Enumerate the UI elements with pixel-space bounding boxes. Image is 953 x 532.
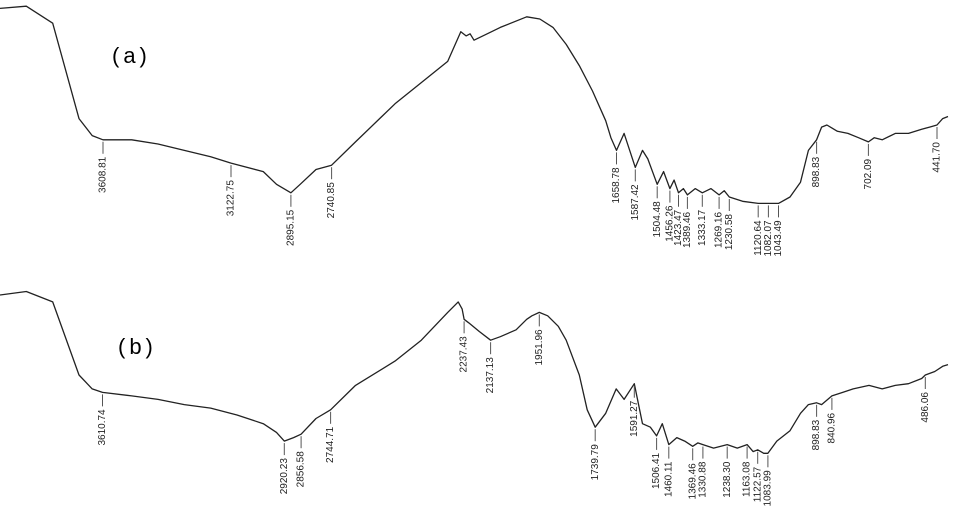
peak-label: 1739.79: [590, 444, 601, 481]
peak-label: 1369.46: [687, 463, 698, 500]
peak-label: 1330.88: [698, 461, 709, 498]
panel-label-a: (a): [112, 43, 151, 68]
peak-label: 1082.07: [763, 220, 774, 257]
peak-label: 1658.78: [611, 167, 622, 204]
peak-label: 2920.23: [279, 458, 290, 495]
peak-label: 1456.26: [665, 205, 676, 242]
peak-label: 1504.48: [652, 201, 663, 238]
peak-label: 840.96: [827, 412, 838, 443]
spectrum-panel-b: (b) 3610.74 2920.23 2856.58 2744.71 2237.43 2…: [0, 290, 949, 507]
peak-label: 2744.71: [325, 426, 336, 463]
peak-label: 3610.74: [97, 409, 108, 446]
peak-label: 1389.46: [682, 211, 693, 248]
peak-label: 3122.75: [226, 180, 237, 217]
peak-label: 1951.96: [534, 329, 545, 366]
spectrum-trace-b: [0, 290, 949, 454]
spectrum-panel-a: (a) 3608.81 3122.75 2895.15 2740.85 1658.78 1…: [0, 5, 949, 257]
peak-label: 898.83: [811, 156, 822, 187]
peak-label: 2237.43: [459, 336, 470, 373]
peak-label: 1423.47: [673, 209, 684, 246]
peak-label: 1083.99: [763, 470, 774, 507]
peak-label: 2740.85: [326, 182, 337, 219]
peak-label: 3608.81: [98, 156, 109, 193]
peak-label: 1230.58: [724, 214, 735, 251]
peak-label: 1120.64: [753, 220, 764, 256]
peak-label: 1122.57: [752, 466, 763, 502]
peak-label: 898.83: [811, 419, 822, 450]
peak-label: 1269.16: [714, 211, 725, 248]
peak-label: 2137.13: [485, 357, 496, 394]
peak-label: 1506.41: [651, 452, 662, 489]
peak-label: 1591.27: [629, 400, 640, 437]
peak-label: 2895.15: [286, 209, 297, 246]
peak-label: 1587.42: [630, 184, 641, 221]
peak-label: 2856.58: [296, 451, 307, 488]
peak-label: 1333.17: [697, 209, 708, 246]
panel-label-b: (b): [118, 334, 157, 359]
peak-label: 1238.30: [722, 461, 733, 498]
peak-label: 1460.11: [663, 461, 674, 497]
peak-label: 486.06: [920, 392, 931, 423]
peak-label: 1043.49: [773, 220, 784, 257]
peak-label: 1163.08: [742, 461, 753, 497]
peak-label: 441.70: [932, 142, 943, 173]
peak-label: 702.09: [863, 158, 874, 189]
spectrum-trace-a: [0, 5, 949, 205]
